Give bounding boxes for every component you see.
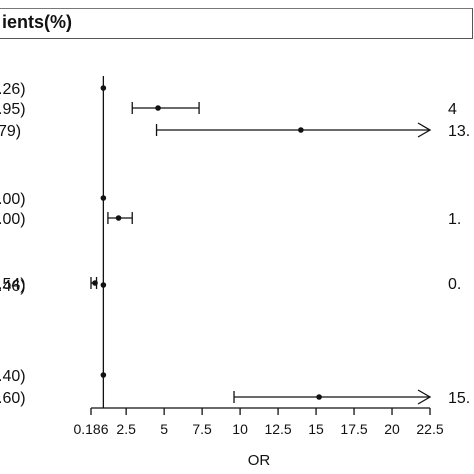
row-left-label: .60)	[0, 390, 26, 407]
ci-arrow	[417, 122, 432, 138]
ci-arrow	[417, 389, 432, 405]
point-estimate	[316, 394, 322, 400]
row-left-label: .00)	[0, 211, 26, 228]
x-tick-label: 15	[308, 421, 324, 437]
point-estimate	[100, 282, 107, 288]
header-title: ients(%)	[2, 12, 73, 32]
row-left-label: .95)	[0, 101, 26, 118]
x-tick-label: 20	[384, 421, 400, 437]
x-tick-label: 12.5	[264, 421, 291, 437]
point-estimate	[100, 195, 107, 201]
row-right-label: 13.	[448, 123, 470, 140]
rows-layer: .26) .95) 4 79) 13. .00) .00) 1. .46).54) 0. .40).…	[0, 76, 470, 408]
point-estimate	[115, 215, 122, 221]
x-tick-label: 7.5	[192, 421, 212, 437]
row-left-label: 79)	[0, 123, 21, 140]
point-estimate	[155, 105, 161, 111]
header-bar: ients(%)	[0, 8, 474, 39]
row-left-label: .26)	[0, 81, 26, 98]
point-estimate	[298, 127, 304, 133]
row-right-label: 15.	[448, 390, 470, 407]
row-left-label: .46)	[0, 278, 26, 295]
x-axis: 0.186 2.5 5 7.5 10 12.5 15 17.5 20 22.5	[73, 407, 444, 437]
point-estimate	[100, 85, 107, 91]
x-tick-label: 0.186	[73, 421, 108, 437]
x-axis-label: OR	[248, 452, 271, 469]
x-tick-label: 22.5	[416, 421, 443, 437]
row-left-label: .00)	[0, 191, 26, 208]
x-tick-label: 5	[160, 421, 168, 437]
header-box	[0, 8, 473, 39]
row-left-label: .40)	[0, 368, 26, 385]
point-estimate	[100, 372, 107, 378]
point-estimate	[92, 280, 98, 286]
row-right-label: 0.	[448, 276, 461, 293]
x-tick-label: 2.5	[116, 421, 136, 437]
row-left-label: .54)	[0, 276, 26, 293]
row-right-label: 1.	[448, 211, 461, 228]
x-tick-label: 10	[232, 421, 248, 437]
x-tick-label: 17.5	[340, 421, 367, 437]
row-right-label: 4	[448, 101, 457, 118]
